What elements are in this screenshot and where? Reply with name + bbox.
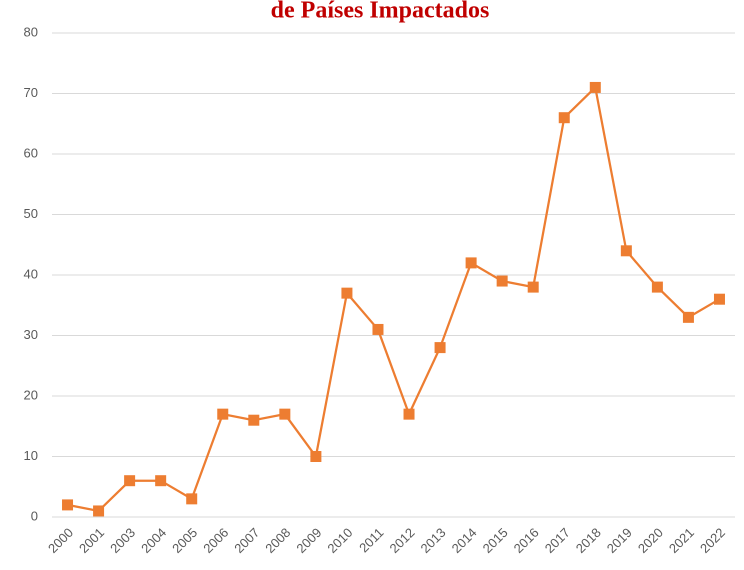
x-tick-label: 2010 [324, 525, 355, 556]
y-tick-label: 0 [31, 508, 38, 523]
x-tick-label: 2020 [635, 525, 666, 556]
marker [434, 342, 446, 354]
marker [620, 245, 632, 257]
x-tick-label: 2017 [542, 525, 573, 556]
marker [589, 81, 601, 93]
y-tick-label: 30 [24, 327, 38, 342]
marker [372, 323, 384, 335]
y-tick-label: 40 [24, 266, 38, 281]
x-tick-label: 2019 [604, 525, 635, 556]
y-tick-label: 70 [24, 85, 38, 100]
marker [558, 112, 570, 124]
x-tick-label: 2009 [293, 525, 324, 556]
x-tick-label: 2007 [231, 525, 262, 556]
marker [496, 275, 508, 287]
marker [527, 281, 539, 293]
y-tick-label: 80 [24, 24, 38, 39]
chart-title: de Países Impactados [271, 0, 490, 24]
x-tick-label: 2000 [45, 525, 76, 556]
x-tick-label: 2015 [480, 525, 511, 556]
x-tick-label: 2018 [573, 525, 604, 556]
y-tick-label: 50 [24, 206, 38, 221]
x-tick-label: 2012 [387, 525, 418, 556]
x-tick-label: 2013 [418, 525, 449, 556]
x-tick-label: 2014 [449, 525, 480, 556]
marker [155, 475, 167, 487]
marker [713, 293, 725, 305]
x-tick-label: 2003 [107, 525, 138, 556]
marker [465, 257, 477, 269]
marker [217, 408, 229, 420]
x-tick-label: 2006 [200, 525, 231, 556]
x-tick-label: 2001 [76, 525, 107, 556]
x-tick-label: 2016 [511, 525, 542, 556]
marker [93, 505, 105, 517]
series-line [67, 85, 721, 513]
marker [341, 287, 353, 299]
marker [310, 451, 322, 462]
x-tick-label: 2021 [666, 525, 697, 556]
x-tick-label: 2022 [697, 525, 728, 556]
marker [682, 311, 694, 323]
marker [124, 475, 136, 487]
y-tick-label: 10 [24, 448, 38, 463]
y-tick-label: 20 [24, 387, 38, 402]
y-tick-label: 60 [24, 145, 38, 160]
marker [186, 493, 198, 505]
marker [62, 499, 74, 511]
marker [248, 414, 260, 426]
marker [279, 408, 291, 420]
x-tick-label: 2011 [356, 525, 386, 555]
x-tick-label: 2004 [138, 525, 169, 556]
marker [651, 281, 663, 293]
x-tick-label: 2005 [169, 525, 200, 556]
x-tick-label: 2008 [262, 525, 293, 556]
marker [403, 408, 415, 420]
